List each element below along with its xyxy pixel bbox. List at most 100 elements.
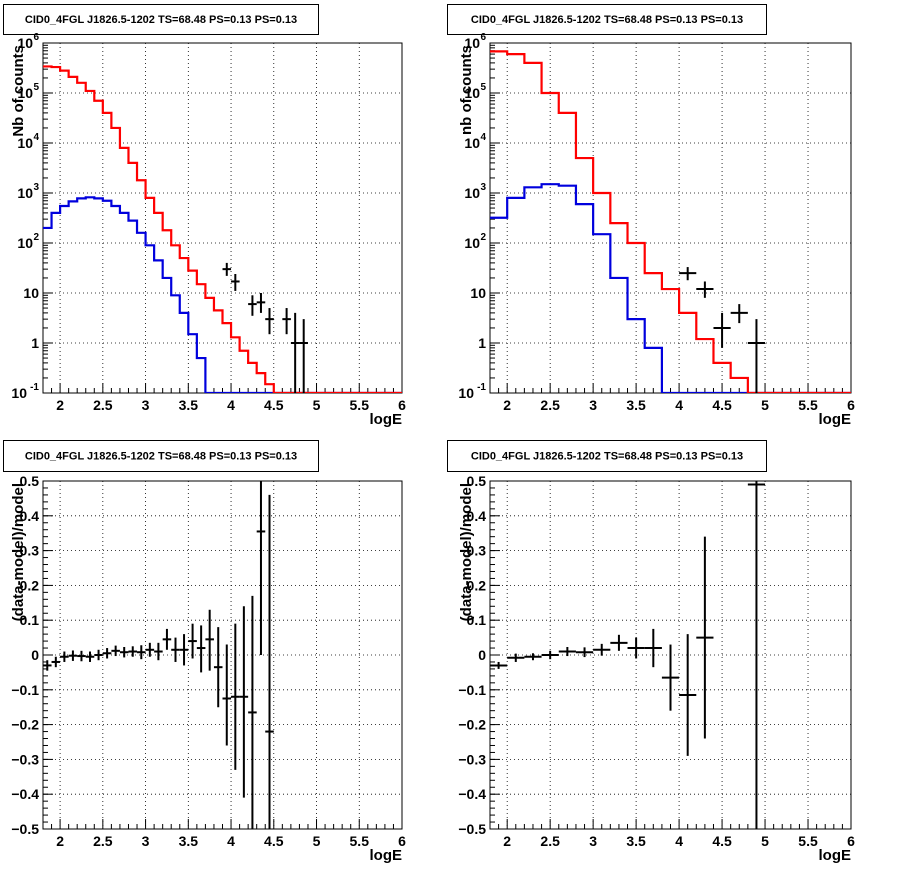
y-tick-label: 0.5	[20, 473, 40, 489]
y-tick-exponent: 6	[480, 32, 486, 43]
x-tick-label: 5.5	[350, 833, 370, 849]
title-frame	[447, 440, 767, 472]
data-points	[222, 262, 308, 393]
data-point	[222, 644, 232, 746]
y-tick-label: 10	[458, 385, 474, 401]
data-point	[179, 634, 189, 666]
y-axis-ticks: −0.5 −0.4 −0.3 −0.2 −0.1 0 0.1 0.2 0.3 0.4 0.5	[458, 473, 500, 837]
x-tick-label: 6	[847, 833, 855, 849]
chart-title-box: CID0_4FGL J1826.5-1202 TS=68.48 PS=0.13 …	[447, 4, 767, 35]
y-tick-label: 1	[478, 335, 486, 351]
x-tick-label: 5	[761, 397, 769, 413]
x-axis-label: logE	[370, 847, 403, 864]
data-point	[222, 262, 232, 276]
data-points	[43, 481, 274, 829]
y-tick-exponent: 3	[33, 182, 39, 193]
y-tick-label: 10	[464, 85, 480, 101]
x-tick-label: 4	[675, 833, 683, 849]
x-tick-label: 5.5	[350, 397, 370, 413]
y-tick-label: 10	[470, 285, 486, 301]
data-point	[171, 637, 180, 662]
y-tick-label: 0.3	[467, 543, 487, 559]
y-tick-label: 1	[31, 335, 39, 351]
x-tick-label: 2	[56, 397, 64, 413]
data-point	[661, 644, 680, 711]
x-tick-label: 4.5	[712, 833, 732, 849]
y-tick-label: −0.1	[11, 682, 39, 698]
y-axis-label: (data-model)/model	[10, 483, 27, 621]
x-tick-label: 6	[398, 833, 406, 849]
x-axis-ticks: 2 2.5 3 3.5 4 4.5 5 5.5 6	[489, 819, 855, 849]
data-point	[282, 308, 291, 335]
x-tick-label: 4.5	[264, 397, 284, 413]
y-tick-label: 10	[17, 85, 33, 101]
y-tick-exponent: -1	[477, 382, 486, 393]
y-axis-label: (data-model)/model	[458, 483, 475, 621]
y-tick-label: 0.4	[20, 508, 40, 524]
y-tick-label: 10	[23, 285, 39, 301]
x-axis-label: logE	[819, 847, 852, 864]
x-axis-label: logE	[819, 411, 852, 428]
y-tick-label: 0.4	[467, 508, 487, 524]
data-point	[137, 645, 146, 660]
x-axis-label: logE	[370, 411, 403, 428]
y-tick-label: 10	[464, 185, 480, 201]
x-tick-label: 4.5	[712, 397, 732, 413]
x-tick-label: 3.5	[179, 833, 199, 849]
data-point	[94, 649, 103, 661]
y-tick-exponent: 3	[480, 182, 486, 193]
chart-title: CID0_4FGL J1826.5-1202 TS=68.48 PS=0.13 …	[25, 451, 297, 463]
histogram-series	[43, 65, 402, 393]
data-point	[51, 656, 61, 668]
y-tick-label: 0.5	[467, 473, 487, 489]
data-point	[524, 653, 542, 661]
y-tick-label: −0.3	[11, 751, 39, 767]
data-point	[696, 281, 714, 298]
x-tick-label: 3.5	[179, 397, 199, 413]
data-point	[696, 536, 714, 739]
y-tick-label: −0.3	[458, 751, 486, 767]
y-tick-label: −0.2	[11, 717, 39, 733]
data-point	[85, 651, 95, 662]
x-tick-label: 3.5	[626, 397, 646, 413]
model-total-line	[43, 65, 402, 393]
y-tick-exponent: 5	[480, 82, 486, 93]
y-tick-label: 0.1	[467, 612, 487, 628]
data-point	[102, 648, 112, 659]
data-point	[265, 494, 274, 829]
y-tick-label: 0.2	[20, 577, 40, 593]
chart-title: CID0_4FGL J1826.5-1202 TS=68.48 PS=0.13 …	[471, 451, 743, 463]
data-point	[119, 646, 129, 658]
y-tick-label: 10	[17, 185, 33, 201]
data-point	[490, 661, 508, 669]
chart-title-box: CID0_4FGL J1826.5-1202 TS=68.48 PS=0.13 …	[447, 440, 767, 472]
data-point	[747, 319, 766, 393]
data-point	[43, 660, 52, 671]
data-point	[188, 623, 197, 659]
x-tick-label: 2.5	[93, 397, 113, 413]
x-tick-label: 2.5	[540, 833, 560, 849]
data-point	[60, 651, 69, 662]
y-tick-label: −0.4	[458, 786, 486, 802]
x-tick-label: 2	[503, 833, 511, 849]
plot-frame	[42, 42, 403, 394]
x-tick-label: 3.5	[626, 833, 646, 849]
y-tick-label: 10	[17, 235, 33, 251]
y-axis-ticks: −0.5 −0.4 −0.3 −0.2 −0.1 0 0.1 0.2 0.3 0.4 0.5	[11, 473, 53, 837]
data-point	[299, 319, 308, 393]
y-tick-exponent: 5	[33, 82, 39, 93]
data-point	[77, 650, 86, 662]
y-tick-label: 10	[464, 35, 480, 51]
x-tick-label: 5.5	[798, 833, 818, 849]
data-point	[68, 650, 78, 661]
grid-lines	[43, 43, 402, 393]
data-point	[231, 623, 240, 770]
data-point	[575, 647, 594, 658]
y-tick-label: 10	[464, 135, 480, 151]
y-tick-label: 0	[478, 647, 486, 663]
chart-panel-4: CID0_4FGL J1826.5-1202 TS=68.48 PS=0.13 …	[447, 440, 855, 864]
y-tick-label: 0	[31, 647, 39, 663]
chart-title: CID0_4FGL J1826.5-1202 TS=68.48 PS=0.13 …	[25, 14, 297, 26]
x-tick-label: 5	[313, 397, 321, 413]
